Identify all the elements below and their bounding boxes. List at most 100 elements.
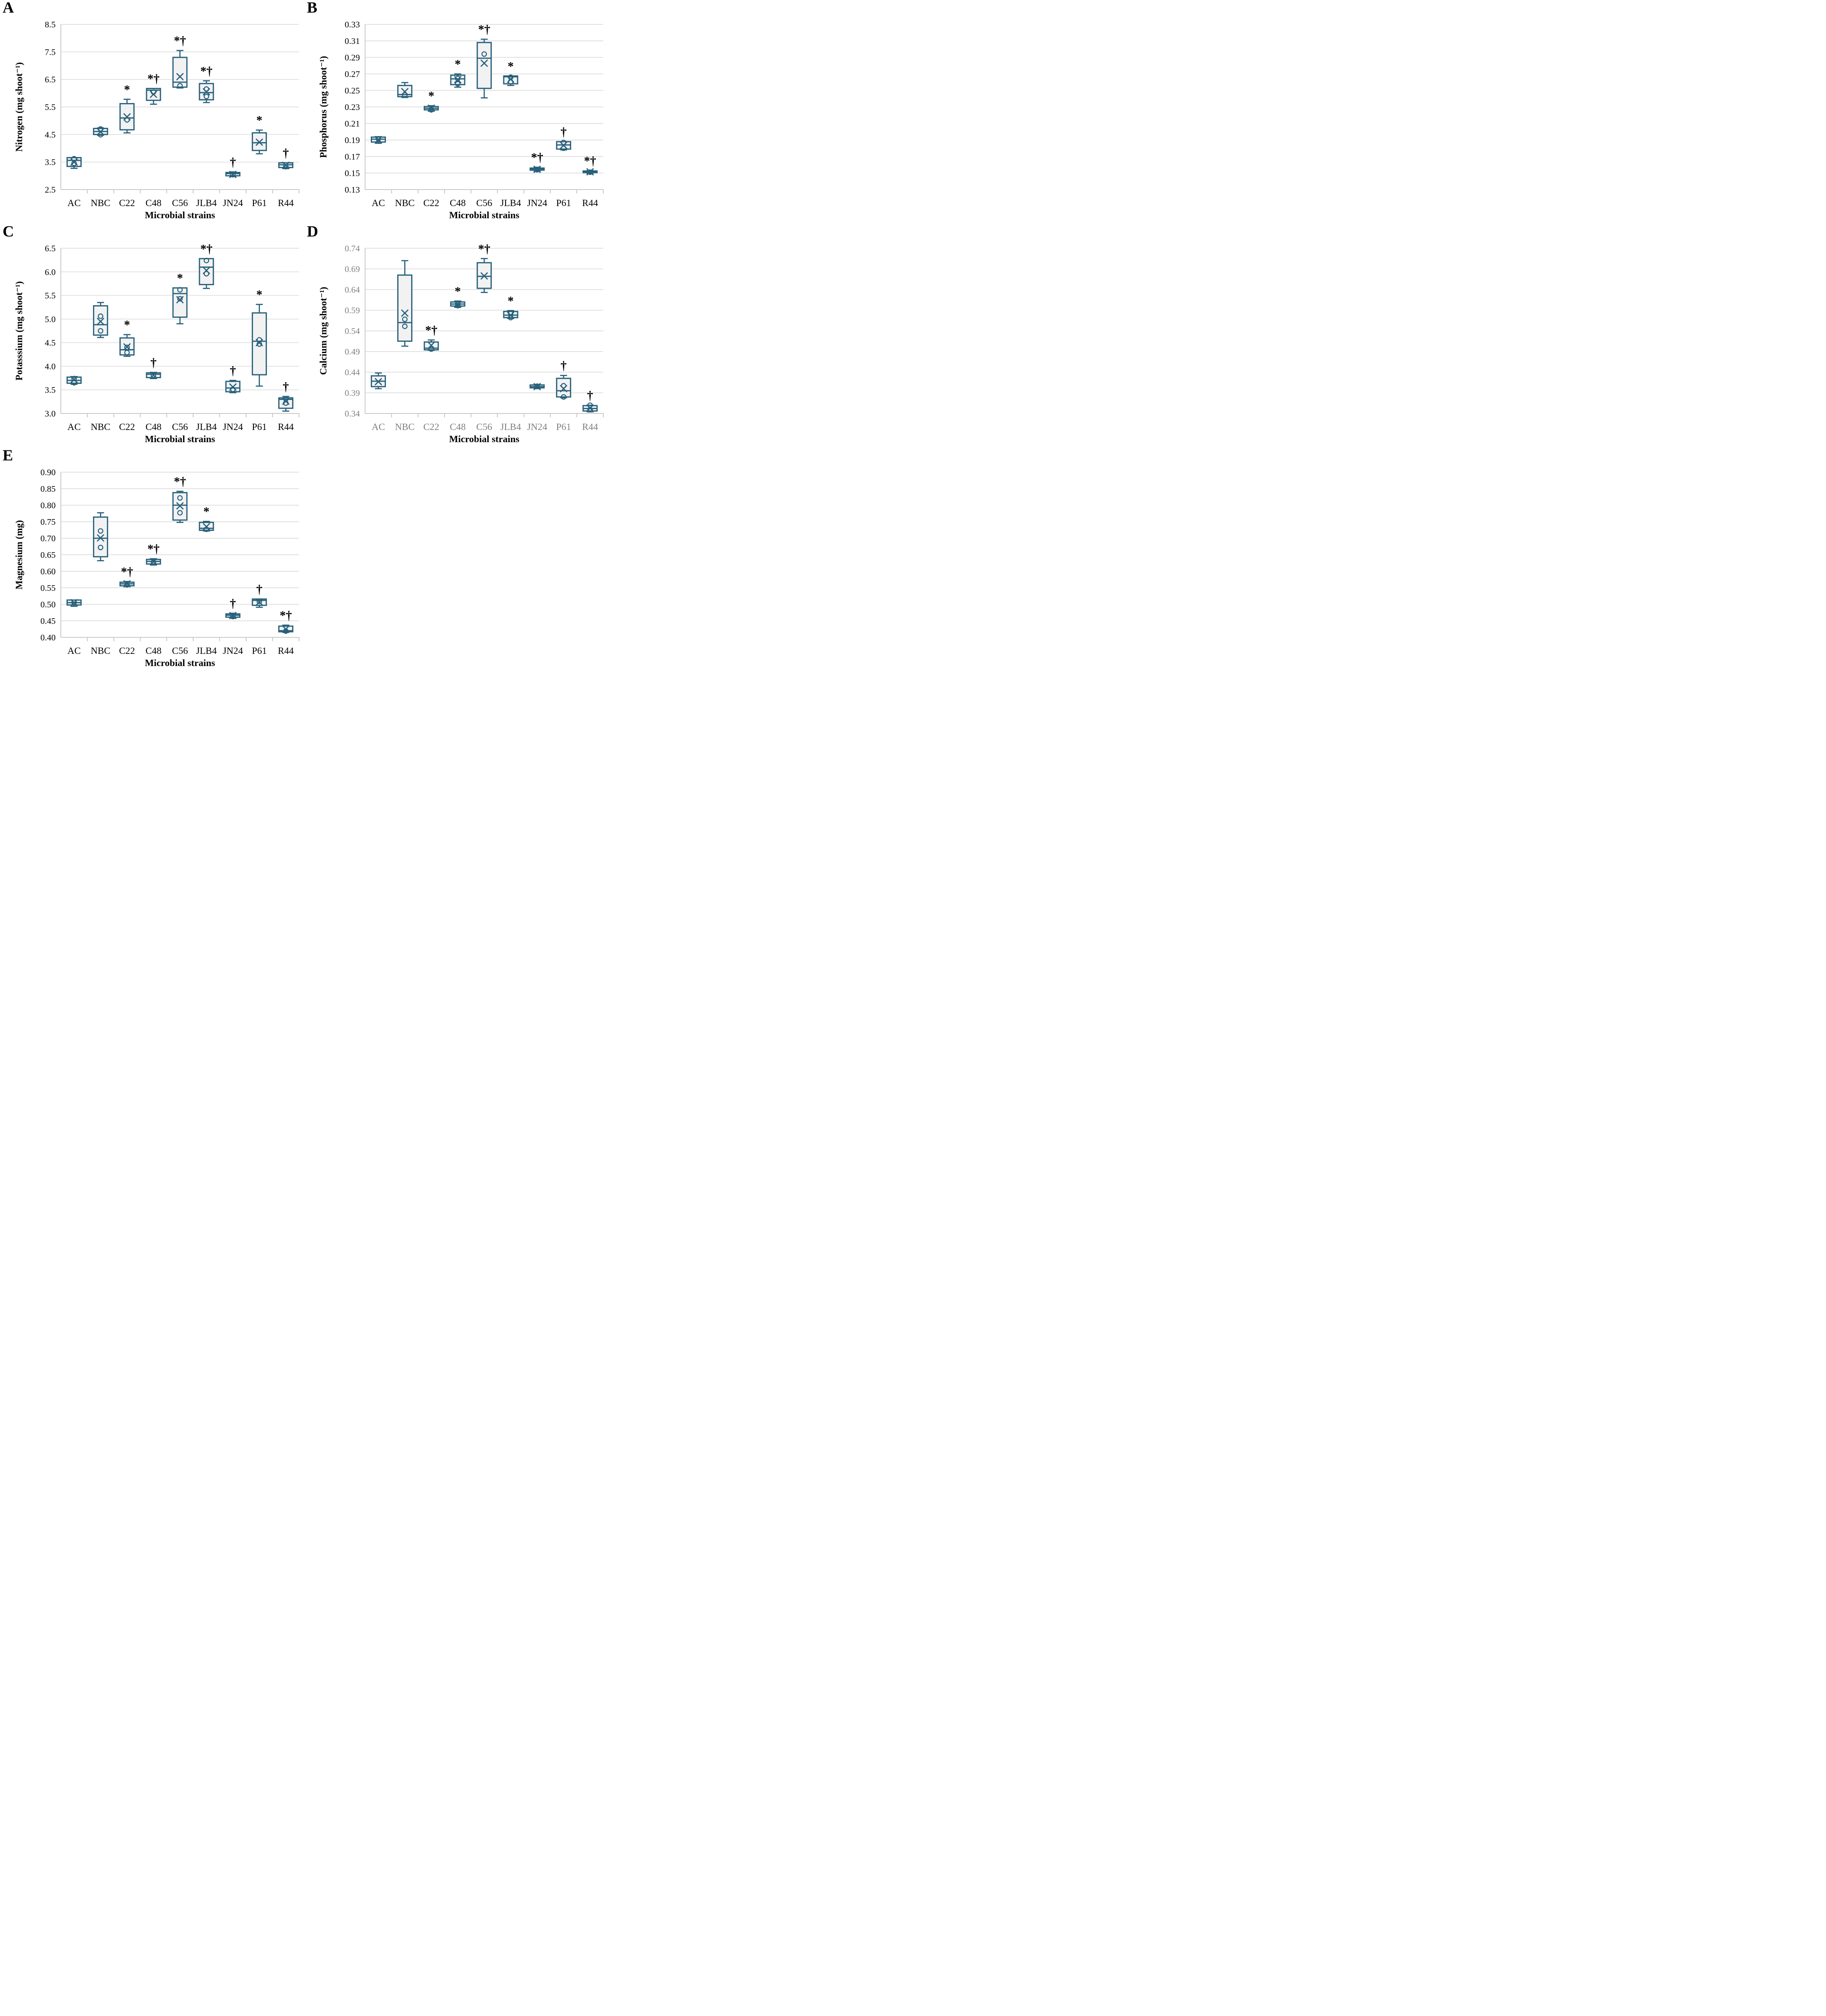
y-tick-label: 0.19 [345, 136, 360, 145]
x-category-label: NBC [91, 421, 110, 432]
significance-label: *† [478, 23, 490, 37]
data-point [561, 394, 566, 400]
x-axis-title-E: Microbial strains [145, 657, 215, 668]
panel-letter-E: E [3, 447, 13, 464]
mean-marker [150, 90, 157, 98]
data-point [587, 169, 593, 175]
significance-label: *† [121, 566, 133, 579]
mean-marker [150, 371, 157, 379]
y-tick-label: 0.39 [345, 389, 360, 398]
data-point [177, 296, 183, 302]
x-category-label: C22 [423, 421, 439, 432]
significance-label: *† [280, 609, 292, 623]
y-tick-label: 0.23 [345, 103, 360, 112]
significance-label: * [428, 90, 434, 103]
boxplot-canvas-potassium: 3.0 3.5 4.0 4.5 5.0 5.5 6.0 6.5 AC NBC C22 C48 C56 JL… [45, 243, 299, 432]
mean-marker [401, 309, 409, 317]
x-category-label: C48 [146, 197, 162, 208]
significance-label: * [508, 60, 514, 73]
y-tick-label: 0.25 [345, 86, 360, 96]
data-point [203, 93, 210, 100]
significance-label: *† [147, 73, 160, 86]
boxplot-canvas-phosphorus: 0.13 0.15 0.17 0.19 0.21 0.23 0.25 0.27 0.29 0.31… [345, 20, 604, 208]
mean-marker [229, 383, 237, 391]
box-C56 [172, 287, 188, 318]
panel-letter-D: D [307, 223, 318, 240]
x-category-label: JLB4 [196, 421, 217, 432]
x-category-label: NBC [91, 645, 110, 656]
panel-E: E Magnesium (mg) 0.40 0.45 0.50 0.55 0.60 0.6… [0, 447, 304, 672]
y-tick-label: 0.33 [345, 20, 360, 30]
mean-marker [560, 385, 567, 393]
x-category-label: C56 [172, 421, 188, 432]
x-category-label: NBC [91, 197, 110, 208]
mean-marker [97, 128, 104, 136]
mean-marker [401, 88, 409, 96]
mean-marker [203, 523, 210, 530]
significance-label: † [256, 583, 263, 596]
significance-label: *† [174, 34, 186, 48]
significance-label: † [150, 357, 156, 370]
figure-grid: A Nitrogen (mg shoot⁻¹) 2.5 3.5 4.5 5.5 6.5 7… [0, 0, 609, 672]
x-category-label: C22 [423, 197, 439, 208]
y-tick-label: 6.5 [45, 75, 56, 85]
significance-label: * [508, 294, 514, 308]
y-tick-label: 0.40 [40, 633, 56, 643]
significance-label: † [230, 597, 236, 611]
data-point [534, 167, 540, 173]
x-category-label: AC [67, 421, 81, 432]
significance-label: † [230, 364, 236, 378]
mean-marker [427, 341, 435, 349]
data-point [150, 373, 156, 379]
mean-marker [229, 612, 237, 620]
x-category-label: AC [67, 645, 81, 656]
y-tick-label: 0.65 [40, 550, 56, 560]
significance-label: † [283, 380, 289, 394]
x-category-label: C56 [476, 197, 492, 208]
box-NBC [397, 274, 412, 342]
significance-label: *† [147, 543, 160, 556]
mean-marker [480, 272, 488, 280]
significance-label: * [455, 285, 461, 299]
y-tick-label: 0.27 [345, 70, 360, 79]
x-category-label: R44 [278, 421, 294, 432]
x-category-label: AC [372, 421, 385, 432]
empty-grid-cell [304, 448, 609, 672]
y-tick-label: 4.5 [45, 338, 56, 348]
data-point [203, 271, 210, 277]
y-tick-label: 0.17 [345, 152, 360, 162]
significance-label: *† [584, 154, 596, 168]
y-tick-label: 0.70 [40, 534, 56, 543]
mean-marker [256, 138, 263, 146]
y-tick-label: 0.69 [345, 265, 360, 274]
x-category-label: JN24 [223, 421, 243, 432]
y-axis-title-calcium: Calcium (mg shoot⁻¹) [318, 287, 329, 375]
data-point [124, 350, 130, 356]
y-tick-label: 5.5 [45, 291, 56, 301]
significance-label: *† [200, 65, 213, 78]
x-category-label: C22 [119, 421, 135, 432]
panel-letter-C: C [3, 223, 14, 240]
x-category-label: R44 [582, 197, 598, 208]
y-tick-label: 0.74 [345, 244, 360, 253]
y-axis-title-potassium: Potasssium (mg shoot⁻¹) [13, 281, 24, 381]
significance-label: † [230, 156, 236, 169]
mean-marker [70, 599, 78, 606]
x-category-label: C48 [146, 421, 162, 432]
data-point [256, 598, 262, 604]
boxplot-canvas-nitrogen: 2.5 3.5 4.5 5.5 6.5 7.5 8.5 AC NBC C22 C48 C56 JLB4 J… [45, 20, 299, 208]
y-tick-label: 5.0 [45, 315, 56, 324]
x-category-label: C56 [476, 421, 492, 432]
x-category-label: C48 [450, 197, 466, 208]
significance-label: *† [425, 324, 437, 337]
box-NBC [93, 305, 108, 336]
y-tick-label: 8.5 [45, 20, 56, 30]
data-point [177, 287, 183, 293]
data-point [481, 51, 487, 57]
mean-marker [375, 378, 382, 386]
mean-marker [123, 580, 131, 588]
panel-letter-B: B [307, 0, 318, 16]
y-tick-label: 3.5 [45, 386, 56, 395]
y-tick-label: 0.31 [345, 37, 360, 46]
significance-label: † [587, 389, 593, 403]
